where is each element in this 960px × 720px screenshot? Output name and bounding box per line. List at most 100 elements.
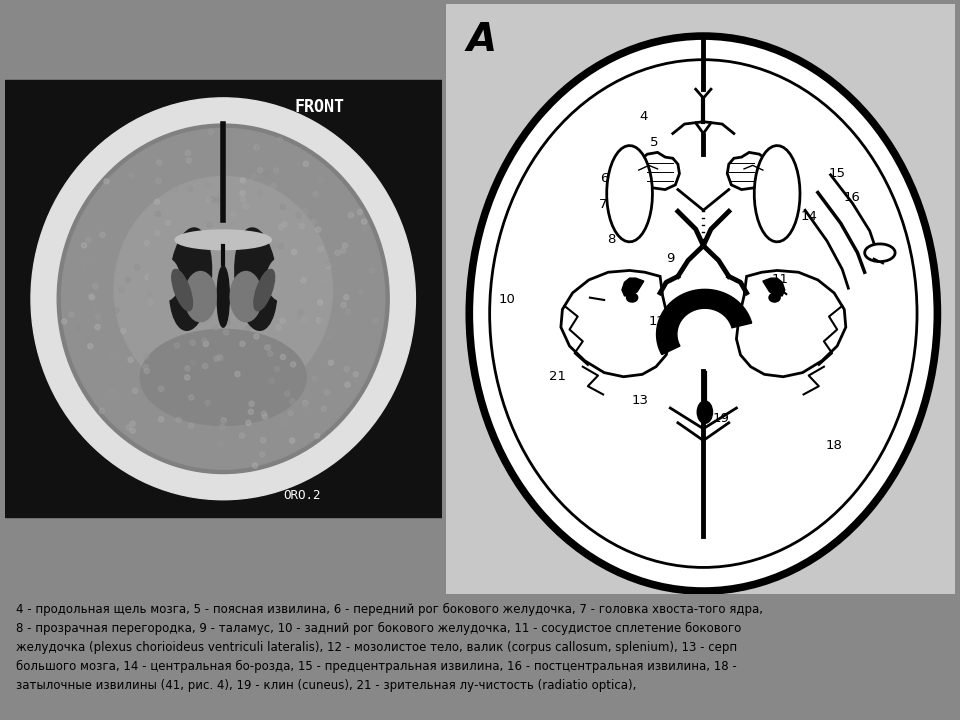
Ellipse shape: [176, 454, 181, 459]
Ellipse shape: [188, 423, 194, 428]
Ellipse shape: [249, 401, 254, 406]
Ellipse shape: [172, 269, 193, 311]
Ellipse shape: [175, 230, 272, 250]
Ellipse shape: [235, 372, 240, 377]
Ellipse shape: [184, 366, 190, 371]
Ellipse shape: [129, 173, 134, 178]
Ellipse shape: [343, 248, 348, 253]
Ellipse shape: [265, 267, 271, 272]
Ellipse shape: [291, 361, 296, 367]
Ellipse shape: [348, 212, 353, 217]
Ellipse shape: [172, 186, 178, 192]
Ellipse shape: [341, 302, 347, 307]
Ellipse shape: [204, 341, 208, 346]
Ellipse shape: [302, 403, 308, 409]
Text: 21: 21: [549, 370, 565, 383]
Text: 9: 9: [666, 252, 675, 265]
Ellipse shape: [769, 293, 780, 302]
Ellipse shape: [327, 336, 332, 341]
Ellipse shape: [155, 230, 159, 236]
Ellipse shape: [362, 219, 367, 225]
Ellipse shape: [156, 416, 161, 421]
Ellipse shape: [206, 197, 211, 202]
Ellipse shape: [251, 174, 256, 179]
Ellipse shape: [319, 177, 324, 182]
Ellipse shape: [240, 249, 245, 255]
Ellipse shape: [246, 420, 252, 426]
Ellipse shape: [151, 269, 156, 274]
Ellipse shape: [140, 329, 306, 426]
Ellipse shape: [316, 227, 321, 232]
Ellipse shape: [82, 266, 87, 271]
Ellipse shape: [89, 294, 95, 300]
Ellipse shape: [312, 377, 318, 382]
Ellipse shape: [224, 330, 228, 335]
Ellipse shape: [239, 276, 245, 281]
Ellipse shape: [130, 421, 135, 426]
Ellipse shape: [300, 223, 304, 229]
Ellipse shape: [301, 317, 307, 323]
Ellipse shape: [148, 291, 153, 296]
Ellipse shape: [186, 158, 191, 163]
Ellipse shape: [325, 261, 330, 266]
Ellipse shape: [121, 328, 126, 333]
Ellipse shape: [93, 284, 98, 289]
Ellipse shape: [156, 160, 162, 165]
Ellipse shape: [179, 231, 183, 236]
Ellipse shape: [31, 98, 416, 500]
Ellipse shape: [262, 414, 268, 419]
Ellipse shape: [69, 312, 74, 317]
Ellipse shape: [254, 145, 259, 150]
Ellipse shape: [266, 344, 272, 350]
Ellipse shape: [145, 417, 151, 423]
Ellipse shape: [261, 411, 267, 416]
Ellipse shape: [206, 316, 211, 322]
Ellipse shape: [334, 362, 339, 368]
Polygon shape: [755, 145, 800, 242]
Ellipse shape: [149, 257, 180, 301]
Ellipse shape: [341, 248, 346, 253]
Ellipse shape: [192, 305, 198, 310]
Ellipse shape: [176, 417, 181, 423]
Ellipse shape: [184, 271, 216, 322]
Ellipse shape: [320, 318, 325, 323]
Ellipse shape: [290, 399, 295, 404]
Ellipse shape: [273, 143, 278, 148]
Ellipse shape: [240, 191, 245, 196]
Ellipse shape: [469, 36, 937, 591]
Ellipse shape: [263, 304, 268, 310]
Ellipse shape: [253, 269, 275, 311]
Ellipse shape: [134, 265, 139, 270]
Ellipse shape: [316, 318, 322, 323]
Ellipse shape: [324, 390, 329, 395]
Ellipse shape: [358, 289, 363, 294]
Text: A: A: [467, 22, 497, 59]
Ellipse shape: [208, 129, 213, 135]
Ellipse shape: [278, 243, 284, 249]
Ellipse shape: [315, 433, 320, 438]
Ellipse shape: [100, 233, 105, 238]
Ellipse shape: [148, 300, 154, 305]
Ellipse shape: [302, 209, 307, 214]
Ellipse shape: [319, 303, 324, 309]
Ellipse shape: [100, 408, 105, 413]
Ellipse shape: [318, 300, 323, 305]
Ellipse shape: [235, 228, 277, 330]
Ellipse shape: [144, 240, 150, 246]
Ellipse shape: [280, 354, 286, 359]
Ellipse shape: [158, 417, 164, 422]
Ellipse shape: [292, 249, 297, 255]
Text: 14: 14: [801, 210, 817, 222]
Ellipse shape: [313, 192, 318, 197]
Ellipse shape: [76, 325, 81, 331]
Ellipse shape: [246, 325, 251, 330]
Text: ORO.2: ORO.2: [283, 489, 321, 502]
Polygon shape: [728, 153, 770, 189]
Ellipse shape: [697, 401, 712, 423]
Ellipse shape: [299, 310, 303, 315]
Text: 12: 12: [649, 315, 666, 328]
Ellipse shape: [267, 257, 298, 301]
Ellipse shape: [119, 287, 124, 292]
Ellipse shape: [268, 351, 273, 356]
Ellipse shape: [271, 184, 276, 189]
